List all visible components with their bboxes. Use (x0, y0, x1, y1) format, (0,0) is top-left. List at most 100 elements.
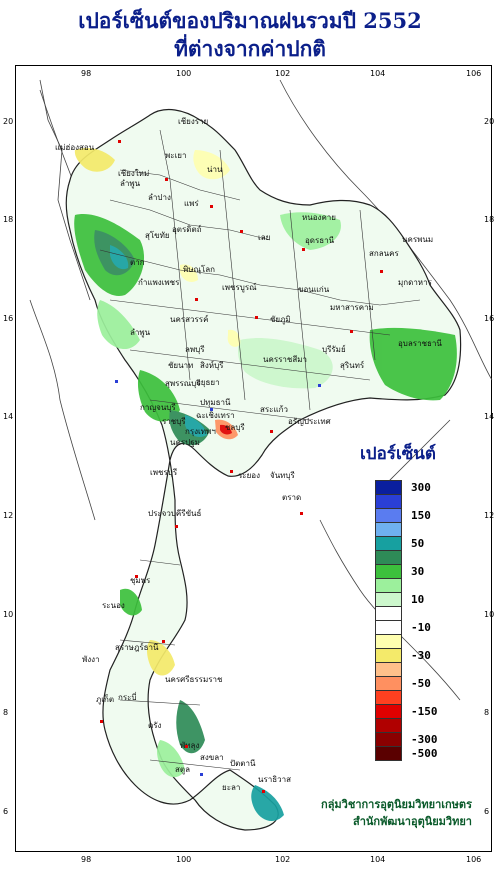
x-tick-102: 102 (275, 69, 290, 78)
place-label: น่าน (207, 165, 223, 174)
place-label: ภูเก็ต (96, 694, 114, 705)
credit-line-1: กลุ่มวิชาการอุตุนิยมวิทยาเกษตร (321, 798, 472, 811)
legend-label: 30 (411, 565, 425, 578)
place-label: ตราด (282, 493, 301, 502)
legend-label: 10 (411, 593, 425, 606)
place-label: ลำพูน (120, 179, 141, 189)
y-tick-14-right: 14 (484, 412, 494, 421)
legend-label: 150 (411, 509, 431, 522)
place-label: ชุมพร (130, 576, 151, 585)
place-label: ชัยภูมิ (270, 315, 291, 325)
place-label: อุตรดิตถ์ (172, 224, 202, 234)
legend-label: 50 (411, 537, 425, 550)
place-label: ชัยนาท (168, 361, 193, 370)
place-label: สกลนคร (369, 249, 399, 258)
place-label: แพร่ (184, 199, 199, 208)
legend-swatch (375, 690, 402, 705)
place-label: ราชบุรี (162, 417, 186, 426)
y-tick-10-right: 10 (484, 610, 494, 619)
place-label: นครสวรรค์ (170, 314, 208, 324)
legend-label: -300 (411, 733, 438, 746)
map-title: เปอร์เซ็นต์ของปริมาณฝนรวมปี 2552 (78, 8, 422, 33)
legend-swatch (375, 522, 402, 537)
place-label: เพชรบุรี (150, 468, 178, 477)
place-label: เชียงราย (178, 117, 208, 126)
legend-swatch (375, 704, 402, 719)
legend-swatch (375, 508, 402, 523)
x-tick-100-bottom: 100 (176, 855, 191, 864)
legend-swatch (375, 634, 402, 649)
station-markers (100, 140, 383, 793)
province-boundaries (99, 129, 421, 771)
credit-line-2: สำนักพัฒนาอุตุนิยมวิทยา (353, 815, 472, 828)
place-label: ระนอง (102, 601, 125, 610)
y-tick-8-right: 8 (484, 708, 489, 717)
place-label: ขอนแก่น (298, 285, 330, 294)
place-label: นครศรีธรรมราช (165, 675, 223, 684)
place-label: เพชรบูรณ์ (222, 282, 257, 293)
legend-swatch (375, 718, 402, 733)
place-label: ลำพูน (130, 328, 151, 338)
anomaly-fills (74, 148, 457, 822)
legend-label: -50 (411, 677, 431, 690)
y-tick-16-right: 16 (484, 314, 494, 323)
place-label: อรัญประเทศ (288, 417, 331, 426)
place-label: นราธิวาส (258, 775, 291, 784)
place-label: กระบี่ (118, 691, 137, 702)
place-label: สุโขทัย (145, 230, 170, 240)
place-label: สุพรรณบุรี (165, 379, 201, 388)
place-label: กำแพงเพชร (138, 278, 180, 287)
place-label: สิงห์บุรี (200, 360, 224, 370)
y-tick-12-right: 12 (484, 511, 494, 520)
place-label: สระแก้ว (260, 405, 288, 414)
y-tick-20-right: 20 (484, 117, 494, 126)
place-label: นครราชสีมา (263, 355, 307, 364)
place-label: สุราษฎร์ธานี (115, 642, 159, 652)
x-tick-106-bottom: 106 (466, 855, 481, 864)
y-tick-18: 18 (3, 215, 13, 224)
place-label: นครปฐม (170, 438, 200, 447)
legend-label: -30 (411, 649, 431, 662)
legend-label: -500 (411, 747, 438, 760)
x-tick-100: 100 (176, 69, 191, 78)
place-label: ปทุมธานี (200, 398, 231, 407)
place-label: พังงา (82, 655, 100, 664)
place-label: สุรินทร์ (340, 360, 365, 370)
place-label: กาญจนบุรี (140, 403, 176, 412)
y-tick-20: 20 (3, 117, 13, 126)
place-labels: เชียงราย แม่ฮ่องสอน พะเยา เชียงใหม่ ลำพู… (55, 117, 442, 792)
place-label: ตาก (130, 258, 145, 267)
right-tick-labels: 20 18 16 14 12 10 8 6 (484, 117, 494, 816)
place-label: สงขลา (200, 753, 224, 762)
legend-label: -10 (411, 621, 431, 634)
place-label: พัทลุง (180, 741, 199, 750)
legend-swatch (375, 578, 402, 593)
map-frame (15, 65, 492, 852)
y-tick-6: 6 (3, 807, 8, 816)
place-label: ฉะเชิงเทรา (196, 411, 235, 420)
place-label: พะเยา (165, 151, 186, 160)
legend-swatch (375, 676, 402, 691)
legend-swatch (375, 662, 402, 677)
y-tick-10: 10 (3, 610, 13, 619)
x-tick-104-bottom: 104 (370, 855, 385, 864)
place-label: พิษณุโลก (183, 264, 215, 274)
place-label: หนองคาย (302, 213, 336, 222)
legend-title: เปอร์เซ็นต์ (360, 444, 436, 464)
place-label: อยุธยา (196, 378, 220, 387)
y-tick-14: 14 (3, 412, 13, 421)
legend-swatch (375, 732, 402, 747)
y-tick-18-right: 18 (484, 215, 494, 224)
legend-swatch (375, 592, 402, 607)
place-label: แม่ฮ่องสอน (55, 143, 95, 152)
x-tick-98: 98 (81, 69, 91, 78)
place-label: จันทบุรี (270, 471, 296, 480)
top-tick-labels: 98 100 102 104 106 (81, 69, 481, 78)
y-tick-12: 12 (3, 511, 13, 520)
place-label: มหาสารคาม (330, 303, 374, 312)
place-label: ยะลา (222, 783, 240, 792)
place-label: อุบลราชธานี (398, 339, 442, 348)
place-label: นครพนม (402, 235, 433, 244)
legend-swatch (375, 480, 402, 495)
